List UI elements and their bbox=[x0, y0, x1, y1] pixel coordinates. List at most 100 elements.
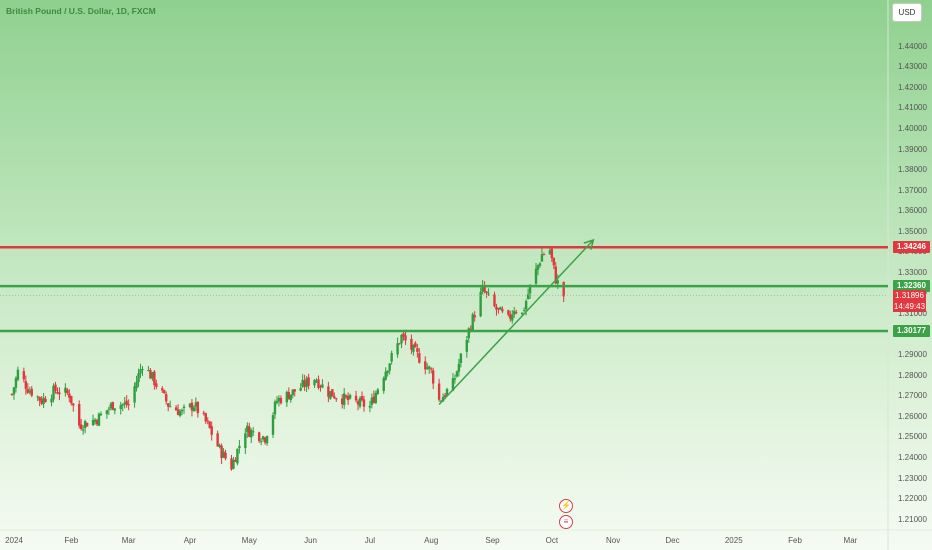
candle-body bbox=[230, 458, 233, 470]
price-tick-label: 1.31000 bbox=[898, 309, 927, 319]
candle-body bbox=[139, 369, 142, 374]
candle-body bbox=[439, 400, 443, 402]
candle-body bbox=[30, 388, 33, 396]
price-tick-label: 1.41000 bbox=[898, 103, 927, 113]
candle-body bbox=[542, 254, 546, 256]
candle-body bbox=[370, 397, 374, 405]
candle-body bbox=[335, 398, 338, 400]
candle-body bbox=[522, 310, 526, 312]
price-tick-label: 1.42000 bbox=[898, 82, 927, 92]
candle-body bbox=[331, 389, 334, 397]
price-tick-label: 1.22000 bbox=[898, 494, 927, 504]
time-tick-label: Jun bbox=[304, 536, 318, 545]
candle-body bbox=[437, 383, 441, 400]
candle-body bbox=[483, 286, 486, 292]
candle-body bbox=[443, 395, 447, 397]
candle-body bbox=[562, 282, 565, 297]
candle-body bbox=[168, 406, 172, 408]
candle-body bbox=[14, 378, 18, 388]
price-tick-label: 1.21000 bbox=[898, 514, 927, 524]
candle-body bbox=[58, 392, 61, 395]
candle-body bbox=[123, 402, 126, 405]
candle-body bbox=[418, 353, 421, 363]
candle-body bbox=[220, 445, 223, 459]
candle-body bbox=[396, 343, 399, 355]
candle-body bbox=[451, 378, 455, 391]
candle-body bbox=[459, 353, 463, 364]
candle-body bbox=[410, 338, 413, 350]
candle-body bbox=[246, 425, 249, 433]
candle-body bbox=[250, 430, 253, 438]
candle-body bbox=[473, 315, 476, 318]
time-tick-label: Oct bbox=[545, 536, 559, 545]
candle-body bbox=[265, 436, 269, 444]
candle-body bbox=[99, 413, 103, 416]
candle-body bbox=[346, 395, 350, 401]
candle-body bbox=[153, 371, 156, 386]
economic-events-icon[interactable]: ≡ bbox=[559, 515, 573, 529]
candle-body bbox=[386, 370, 389, 373]
candle-body bbox=[445, 389, 449, 396]
candle-body bbox=[28, 390, 31, 393]
candle-body bbox=[66, 389, 69, 393]
support-level-tag: 1.32360 bbox=[893, 280, 930, 293]
candle-body bbox=[208, 421, 211, 428]
candle-body bbox=[344, 395, 348, 398]
candle-body bbox=[277, 397, 281, 402]
candle-body bbox=[68, 393, 71, 398]
candle-body bbox=[36, 396, 39, 398]
candle-body bbox=[467, 328, 470, 339]
candle-body bbox=[360, 396, 364, 401]
candle-body bbox=[481, 284, 484, 292]
time-tick-label: Aug bbox=[424, 536, 439, 545]
candle-body bbox=[319, 386, 322, 388]
candle-body bbox=[305, 378, 308, 388]
candle-body bbox=[404, 335, 407, 341]
candle-body bbox=[362, 399, 366, 407]
candle-body bbox=[534, 268, 538, 284]
candle-body bbox=[85, 422, 89, 427]
candle-body bbox=[536, 265, 540, 270]
candle-body bbox=[174, 407, 178, 411]
candle-body bbox=[261, 436, 265, 440]
time-tick-label: Jul bbox=[364, 536, 376, 545]
currency-button[interactable]: USD bbox=[892, 3, 922, 22]
price-tick-label: 1.44000 bbox=[898, 41, 927, 51]
candle-body bbox=[507, 310, 510, 315]
candle-body bbox=[81, 429, 85, 431]
candle-body bbox=[524, 300, 528, 310]
price-tick-label: 1.43000 bbox=[898, 62, 927, 72]
candle-body bbox=[455, 371, 459, 377]
candle-body bbox=[40, 398, 43, 404]
candle-body bbox=[374, 392, 378, 404]
candle-body bbox=[147, 370, 150, 372]
time-tick-label: Sep bbox=[485, 536, 500, 545]
candle-body bbox=[238, 445, 241, 449]
candle-body bbox=[321, 384, 324, 388]
candle-body bbox=[315, 381, 318, 383]
candle-body bbox=[263, 437, 267, 443]
time-tick-label: Mar bbox=[843, 536, 858, 545]
bar-countdown: 14:49:43 bbox=[893, 301, 926, 311]
candle-body bbox=[137, 373, 140, 383]
trend-arrow-head bbox=[583, 238, 595, 250]
candle-body bbox=[552, 257, 556, 266]
price-tick-label: 1.26000 bbox=[898, 411, 927, 421]
candle-body bbox=[424, 361, 427, 370]
candle-body bbox=[224, 452, 227, 459]
candle-body bbox=[95, 420, 99, 425]
candle-body bbox=[289, 394, 293, 401]
candle-body bbox=[26, 389, 29, 393]
candle-body bbox=[388, 363, 391, 371]
lightning-icon[interactable]: ⚡ bbox=[559, 499, 573, 513]
candle-body bbox=[248, 426, 251, 437]
candle-body bbox=[121, 404, 124, 406]
candle-body bbox=[348, 394, 352, 399]
candle-body bbox=[166, 403, 170, 407]
candle-body bbox=[202, 412, 205, 414]
candle-body bbox=[10, 394, 14, 396]
candle-body bbox=[83, 421, 87, 429]
time-tick-label: 2024 bbox=[5, 536, 23, 545]
candle-body bbox=[56, 391, 59, 394]
